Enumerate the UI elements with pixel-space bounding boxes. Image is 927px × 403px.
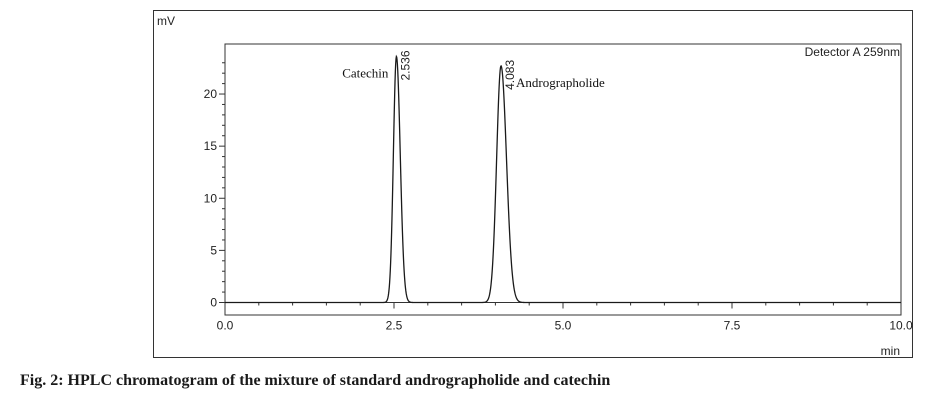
x-tick-label: 2.5 (386, 318, 403, 332)
detector-label: Detector A 259nm (805, 45, 900, 59)
y-axis-unit-label: mV (157, 14, 175, 28)
peak-rt-label: 4.083 (503, 60, 517, 90)
x-tick-label: 5.0 (555, 318, 572, 332)
chromatogram-chart: mV Detector A 259nm min 0 5 10 15 20 0.0 2.5 5.… (157, 14, 913, 358)
y-tick-label: 5 (210, 243, 217, 257)
peak-compound-label: Catechin (342, 66, 389, 81)
y-tick-label: 15 (204, 139, 218, 153)
peak-compound-label: Andrographolide (516, 75, 605, 90)
y-tick-label: 10 (204, 191, 218, 205)
x-tick-label: 0.0 (217, 318, 234, 332)
y-tick-label: 20 (204, 87, 218, 101)
plot-border (224, 43, 902, 316)
plot-area: 0 5 10 15 20 0.0 2.5 5.0 7.5 10.0 2.536 Catechin 4.0… (204, 43, 913, 332)
peak-rt-label: 2.536 (398, 50, 412, 80)
x-tick-label: 10.0 (889, 318, 913, 332)
chromatogram-frame: mV Detector A 259nm min 0 5 10 15 20 0.0 2.5 5.… (153, 10, 913, 358)
figure-caption: Fig. 2: HPLC chromatogram of the mixture… (20, 372, 611, 389)
chromatogram-trace (225, 54, 901, 304)
x-tick-label: 7.5 (724, 318, 741, 332)
y-tick-label: 0 (210, 295, 217, 309)
x-axis-unit-label: min (881, 344, 900, 358)
